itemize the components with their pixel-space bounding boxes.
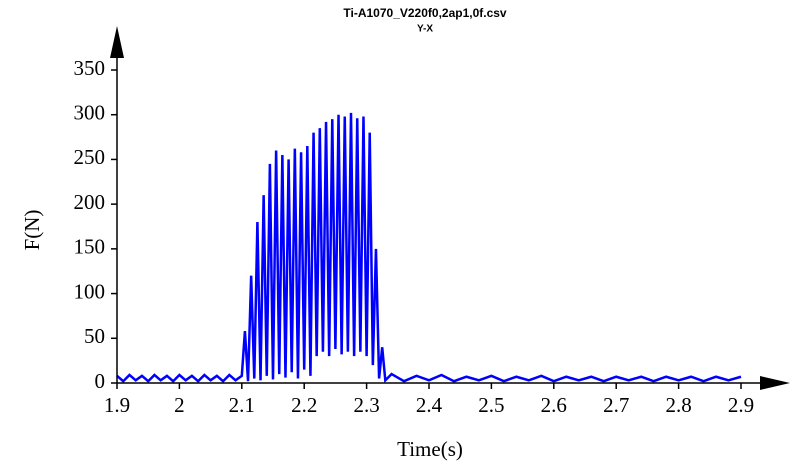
- y-tick-label: 300: [74, 101, 106, 125]
- chart-subtitle: Y-X: [417, 24, 433, 35]
- data-line: [116, 112, 742, 384]
- x-tick-label: 2.8: [665, 393, 691, 417]
- x-tick-label: 2.7: [603, 393, 629, 417]
- x-tick-label: 2.6: [541, 393, 567, 417]
- x-tick-label: 2.9: [728, 393, 754, 417]
- y-axis-label: F(N): [20, 210, 44, 251]
- y-tick-label: 150: [74, 235, 106, 259]
- y-tick-label: 0: [95, 369, 106, 393]
- y-tick-label: 50: [84, 324, 105, 348]
- y-axis-arrow: [110, 26, 124, 58]
- y-tick-label: 250: [74, 145, 106, 169]
- x-tick-label: 2.3: [353, 393, 379, 417]
- y-tick-label: 200: [74, 190, 106, 214]
- y-tick-label: 100: [74, 279, 106, 303]
- x-tick-label: 2.5: [478, 393, 504, 417]
- x-tick-label: 2: [174, 393, 185, 417]
- x-axis-label: Time(s): [397, 437, 463, 461]
- x-tick-label: 2.4: [416, 393, 443, 417]
- x-axis-arrow: [760, 376, 790, 390]
- x-tick-label: 2.2: [291, 393, 317, 417]
- y-tick-label: 350: [74, 56, 106, 80]
- x-tick-label: 2.1: [229, 393, 255, 417]
- chart-title: Ti-A1070_V220f0,2ap1,0f.csv: [343, 6, 507, 20]
- x-tick-label: 1.9: [104, 393, 130, 417]
